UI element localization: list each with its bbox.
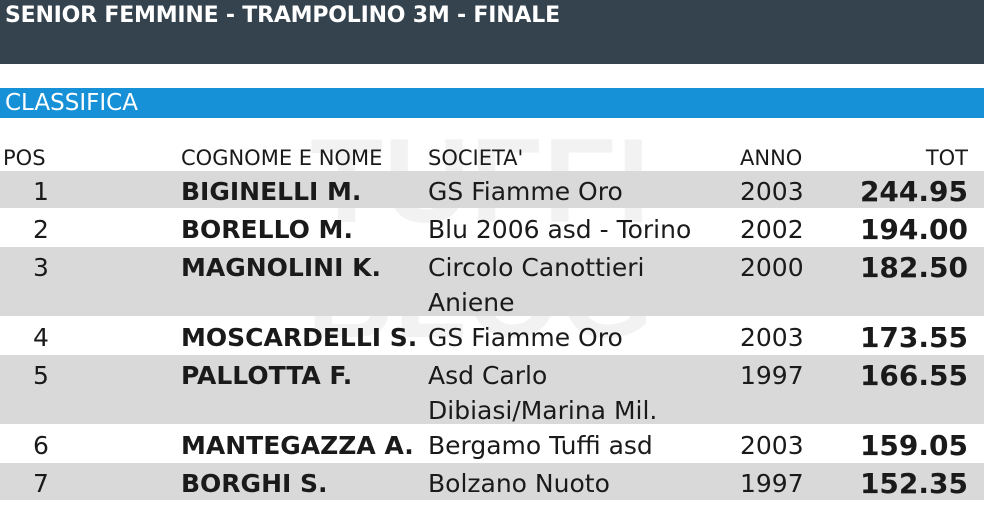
row-team: Bergamo Tuffi asd [428, 431, 653, 460]
table-row: 4 MOSCARDELLI S. GS Fiamme Oro 2003 173.… [0, 317, 984, 354]
row-total: 182.50 [859, 251, 968, 284]
row-athlete-name: PALLOTTA F. [181, 361, 353, 390]
row-athlete-name: BIGINELLI M. [181, 177, 362, 206]
page-header: SENIOR FEMMINE - TRAMPOLINO 3M - FINALE [0, 0, 984, 64]
row-athlete-name: MANTEGAZZA A. [181, 431, 414, 460]
row-year: 2003 [740, 431, 804, 460]
row-team: GS Fiamme Oro [428, 177, 623, 206]
row-total: 152.35 [859, 467, 968, 500]
section-title: CLASSIFICA [5, 90, 138, 116]
row-position: 1 [33, 177, 49, 206]
table-row: 5 PALLOTTA F. Asd Carlo Dibiasi/Marina Mi… [0, 355, 984, 425]
row-position: 2 [33, 215, 49, 244]
row-athlete-name: BORELLO M. [181, 215, 353, 244]
row-athlete-name: BORGHI S. [181, 469, 328, 498]
row-total: 159.05 [859, 429, 968, 462]
row-year: 1997 [740, 361, 804, 390]
row-position: 5 [33, 361, 49, 390]
column-header-team: SOCIETA' [428, 146, 524, 170]
column-header-tot: TOT [925, 146, 968, 170]
row-year: 2003 [740, 177, 804, 206]
section-bar: CLASSIFICA [0, 88, 984, 118]
column-header-year: ANNO [740, 146, 803, 170]
row-year: 1997 [740, 469, 804, 498]
row-athlete-name: MAGNOLINI K. [181, 253, 381, 282]
row-team: Asd Carlo Dibiasi/Marina Mil. [428, 361, 658, 425]
page-title: SENIOR FEMMINE - TRAMPOLINO 3M - FINALE [5, 3, 560, 28]
row-position: 4 [33, 323, 49, 352]
row-position: 7 [33, 469, 49, 498]
row-position: 6 [33, 431, 49, 460]
row-total: 244.95 [859, 175, 968, 208]
row-year: 2002 [740, 215, 804, 244]
row-year: 2000 [740, 253, 804, 282]
row-team: GS Fiamme Oro [428, 323, 623, 352]
row-team: Bolzano Nuoto [428, 469, 610, 498]
row-team: Circolo Canottieri Aniene [428, 253, 645, 317]
row-total: 166.55 [859, 359, 968, 392]
row-total: 173.55 [859, 321, 968, 354]
column-header-name: COGNOME E NOME [181, 146, 383, 170]
table-row: 6 MANTEGAZZA A. Bergamo Tuffi asd 2003 1… [0, 425, 984, 462]
column-header-pos: POS [3, 146, 46, 170]
table-row: 3 MAGNOLINI K. Circolo Canottieri Aniene … [0, 247, 984, 317]
table-row: 2 BORELLO M. Blu 2006 asd - Torino 2002 … [0, 209, 984, 246]
row-year: 2003 [740, 323, 804, 352]
table-row: 7 BORGHI S. Bolzano Nuoto 1997 152.35 [0, 463, 984, 500]
row-position: 3 [33, 253, 49, 282]
table-row: 1 BIGINELLI M. GS Fiamme Oro 2003 244.95 [0, 171, 984, 208]
row-athlete-name: MOSCARDELLI S. [181, 323, 418, 352]
row-total: 194.00 [859, 213, 968, 246]
row-team: Blu 2006 asd - Torino [428, 215, 692, 244]
